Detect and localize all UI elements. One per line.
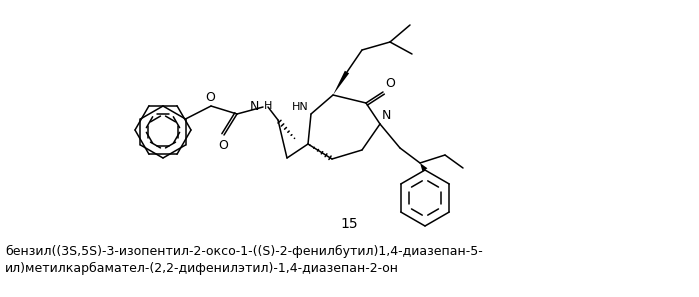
Text: H: H [264, 101, 273, 111]
Text: O: O [218, 139, 228, 152]
Polygon shape [333, 71, 349, 95]
Text: 15: 15 [340, 217, 358, 231]
Text: O: O [205, 91, 215, 104]
Polygon shape [420, 163, 428, 172]
Text: ил)метилкарбамател-(2,2-дифенилэтил)-1,4-диазепан-2-он: ил)метилкарбамател-(2,2-дифенилэтил)-1,4… [5, 262, 399, 275]
Text: O: O [385, 77, 395, 90]
Text: N: N [250, 99, 259, 113]
Text: N: N [382, 109, 391, 122]
Text: HN: HN [292, 102, 309, 112]
Text: бензил((3S,5S)-3-изопентил-2-оксо-1-((S)-2-фенилбутил)1,4-диазепан-5-: бензил((3S,5S)-3-изопентил-2-оксо-1-((S)… [5, 245, 483, 258]
